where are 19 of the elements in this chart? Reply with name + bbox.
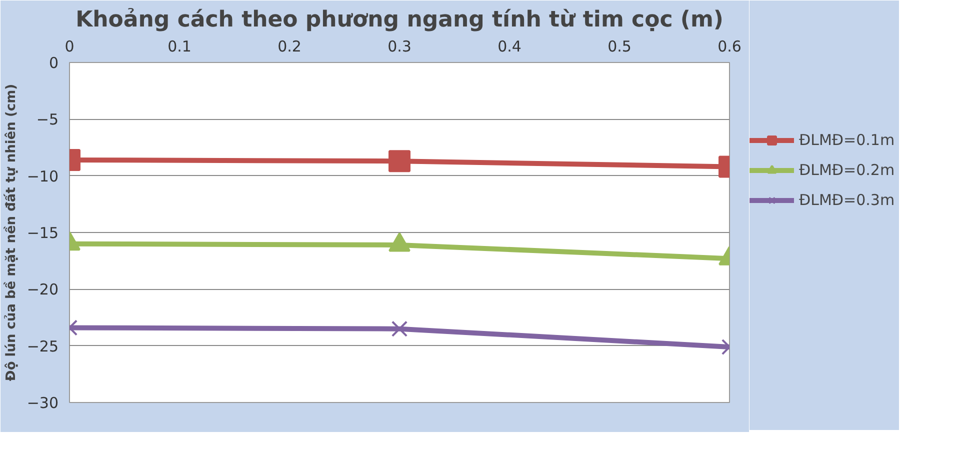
y-tick-label: −15 [26, 224, 58, 242]
x-tick-label: 0 [64, 38, 74, 56]
legend-label: ĐLMĐ=0.3m [799, 191, 895, 209]
x-tick-label: 0.5 [608, 38, 632, 56]
chart-title: Khoảng cách theo phương ngang tính từ tim cọc (m) [76, 8, 724, 32]
y-tick-label: −30 [26, 394, 58, 412]
legend-label: ĐLMĐ=0.2m [799, 161, 895, 179]
x-tick-label: 0.4 [498, 38, 522, 56]
y-axis-title: Độ lún của bề mặt nền đất tự nhiên (cm) [2, 84, 19, 382]
y-tick-label: −10 [26, 167, 58, 186]
x-tick-label: 0.1 [168, 38, 192, 56]
x-tick-label: 0.3 [388, 38, 412, 56]
x-tick-label: 0.2 [278, 38, 302, 56]
y-tick-label: −20 [26, 280, 58, 299]
y-tick-label: 0 [48, 54, 59, 72]
legend-label: ĐLMĐ=0.1m [799, 131, 895, 149]
y-tick-label: −25 [26, 337, 58, 356]
x-tick-label: 0.6 [718, 38, 742, 56]
y-tick-label: −5 [36, 110, 59, 129]
